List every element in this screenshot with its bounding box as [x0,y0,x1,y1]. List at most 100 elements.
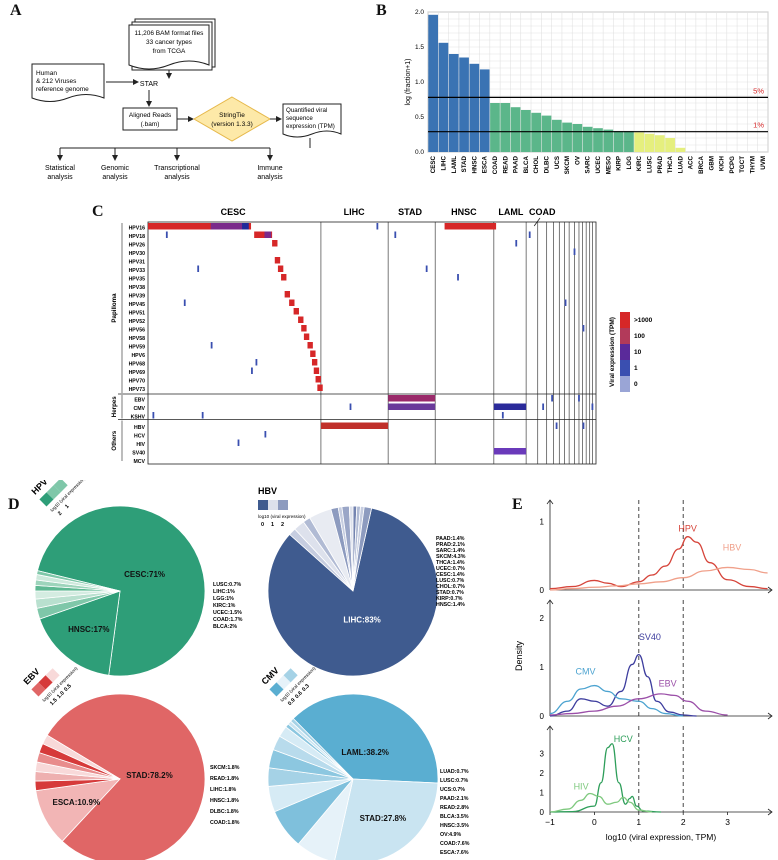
pie-legend-tick: 0.9 [287,697,297,707]
x-tick-blca: BLCA [523,155,530,173]
y-tick: 0.5 [415,114,424,121]
x-tick-kich: KICH [719,155,726,171]
x-tick: 2 [681,817,686,827]
density-line-hcv [549,743,662,813]
heat-block-cesc-hpv18 [254,231,273,238]
pie-legend-hpv: HPV log10 (viral expression)21 [30,480,87,517]
pie-label-minor: THCA:1.4% [436,560,465,566]
virus-label-hpv39: HPV39 [129,294,146,300]
pie-slice [36,505,206,677]
series-label-cmv: CMV [576,666,596,676]
x-tick-dlbc: DLBC [543,155,550,173]
x-tick-brca: BRCA [698,155,705,173]
x-axis-arrow [767,712,773,720]
heat-diag-mark [301,325,307,332]
heat-block-hnsc-hpv16 [444,223,497,230]
heat-block-stad-cmv [388,403,436,410]
x-tick-uvm: UVM [760,156,767,170]
pie-label-minor: LUSC:0.7% [440,778,469,784]
heat-block-cesc-hpv18b [264,231,272,238]
x-tick-meso: MESO [605,156,612,174]
heat-sparse-mark [210,342,213,349]
x-tick-skcm: SKCM [564,156,571,174]
x-tick: 0 [592,817,597,827]
pie-label-minor: KIRC:1% [213,603,236,609]
heat-diag-mark [293,308,299,315]
virus-label-hpv51: HPV51 [129,311,146,317]
output-transcriptional-2: analysis [164,174,190,181]
pie-legend-title: HBV [258,486,277,496]
y-tick: 0 [540,712,545,721]
pie-label-minor: ESCA:7.6% [440,850,469,856]
x-tick-ucec: UCEC [595,155,602,173]
pie-label-major: CESC:71% [124,570,165,579]
heat-sparse-mark [573,248,576,255]
bar-luad [675,147,686,152]
x-tick-lihc: LIHC [440,155,447,170]
cancer-label-laml: LAML [498,207,523,217]
heat-sparse-mark [394,231,397,238]
cancer-label-cesc: CESC [221,207,247,217]
virus-label-hpv33: HPV33 [129,268,146,274]
bar-prad [654,135,665,152]
x-tick-prad: PRAD [657,155,664,173]
heat-diag-mark [289,299,295,306]
pie-label-minor: KIRP:0.7% [436,596,463,602]
output-genomic-1: Genomic [101,165,130,172]
legend-swatch [620,344,630,360]
pie-label-minor: LUSC:0.7% [213,582,242,588]
bar-meso [603,129,614,152]
quantified-node: Quantified viral sequence expression (TP… [282,103,342,138]
pie-legend-hbv: HBV log10 (viral expression) 0 1 2 [258,486,306,528]
y-axis-label: Density [514,640,524,671]
heat-diag-mark [311,359,318,366]
y-tick: 0 [540,808,545,817]
heat-sparse-mark [237,439,240,446]
pie-legend-tick: 2 [57,511,63,517]
bar-laml [448,54,459,152]
heat-sparse-mark [564,299,567,306]
bar-kirc [634,132,645,152]
virus-label-hiv: HIV [136,442,145,448]
heat-sparse-mark [591,403,594,410]
pie-hpv: CESC:71% HNSC:17% BLCA:2%COAD:1.7%UCEC:1.5… [34,505,243,677]
heat-sparse-mark [183,299,186,306]
x-tick: −1 [545,817,555,827]
bam-line-3: from TCGA [153,48,186,55]
output-genomic: Genomic analysis [101,165,130,181]
pie-slice [334,778,439,860]
y-tick: 0.0 [415,149,424,156]
virus-label-hpv69: HPV69 [129,370,146,376]
x-tick-read: READ [502,155,509,173]
heat-sparse-mark [582,422,585,429]
pie-legend-tick: 0.6 [294,690,304,700]
heat-sparse-mark [515,240,518,247]
x-axis-arrow [767,586,773,594]
x-tick-luad: LUAD [677,155,684,173]
series-label-ebv: EBV [659,679,677,689]
series-label-sv40: SV40 [639,632,661,642]
density-line-hiv [549,792,653,813]
x-tick-paad: PAAD [513,155,520,173]
pie-label-minor: COAD:1.8% [210,820,240,826]
panel-label-a: A [10,2,22,19]
legend-swatch [620,360,630,376]
pie-label-minor: CESC:1.4% [436,572,465,578]
output-statistical-1: Statistical [45,165,75,172]
y-axis-arrow [546,499,554,505]
virus-label-ebv: EBV [134,398,145,404]
virus-label-hcv: HCV [134,434,145,440]
group-label-herpes: Herpes [111,396,118,418]
heat-sparse-mark [376,223,379,230]
cancer-label-lihc: LIHC [344,207,365,217]
x-tick-esca: ESCA [482,155,489,173]
virus-label-hpv30: HPV30 [129,251,146,257]
cancer-label-hnsc: HNSC [451,207,477,217]
bar-coad [490,103,500,152]
x-tick-pcpg: PCPG [729,156,736,174]
virus-label-hpv35: HPV35 [129,277,146,283]
legend-label: 10 [634,349,642,356]
density-line-hbv [549,566,768,591]
heat-block-cesc-hpv16b [210,223,247,230]
